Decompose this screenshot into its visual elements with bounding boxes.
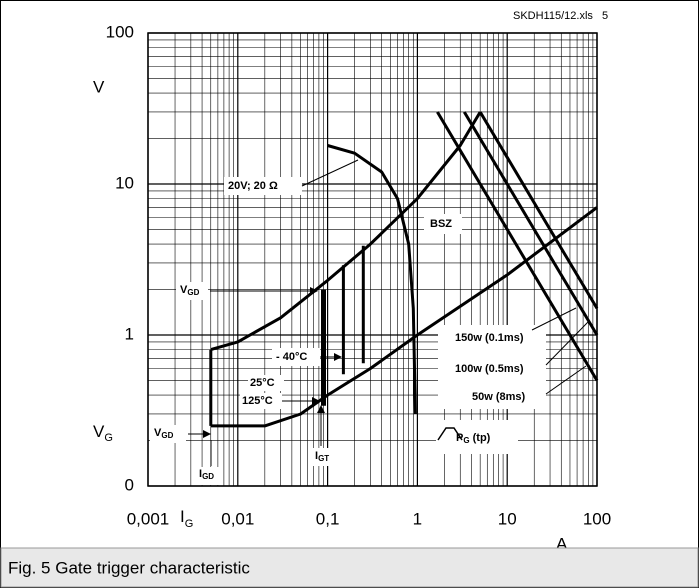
- curve: [436, 111, 599, 382]
- igd-text: I: [199, 468, 202, 480]
- y-label-sub: G: [104, 432, 113, 444]
- arrow: [301, 159, 359, 187]
- vgd-label: VGD: [154, 427, 174, 440]
- label-bg: [248, 375, 284, 391]
- arrow-head: [317, 405, 325, 413]
- pg-tail: (tp): [470, 432, 491, 444]
- igd-label: IGD: [199, 468, 214, 481]
- x-label-sub: G: [185, 518, 194, 530]
- arrow-head: [310, 287, 318, 295]
- curve: [210, 111, 482, 352]
- y-tick-label: 0: [125, 475, 134, 494]
- power-label: 150w (0.1ms): [455, 332, 524, 344]
- power-label: 50w (8ms): [472, 391, 526, 403]
- curve: [327, 144, 417, 415]
- igt-label: IGT: [315, 450, 329, 463]
- label-bg: [240, 393, 282, 409]
- x-tick-label: 0,01: [221, 509, 254, 528]
- igt-sub: GT: [318, 454, 329, 463]
- plot-frame: [147, 32, 598, 487]
- x-tick-label: 0,001: [127, 509, 170, 528]
- label-bg: [150, 425, 186, 443]
- igd-sub: GD: [202, 472, 214, 481]
- curves: [209, 111, 599, 428]
- curve: [210, 206, 598, 428]
- page-number: 5: [602, 10, 608, 22]
- y-tick-label: 100: [106, 22, 134, 41]
- y-tick-label: 1: [125, 324, 134, 343]
- caption: Fig. 5 Gate trigger characteristic: [8, 558, 250, 577]
- curve: [463, 111, 599, 336]
- bsz-label: BSZ: [430, 218, 452, 230]
- vgd-text: V: [180, 284, 188, 296]
- x-tick-label: 100: [583, 509, 611, 528]
- arrow: [545, 365, 587, 395]
- label-bg: [436, 420, 518, 454]
- igt-text: I: [315, 450, 318, 462]
- arrow-head: [312, 397, 320, 405]
- pulse-icon: [437, 427, 463, 441]
- load-line-label: 20V; 20 Ω: [228, 180, 278, 192]
- vgd-sub: GD: [187, 288, 199, 297]
- x-label-text: I: [180, 507, 185, 526]
- pg-label: PG (tp): [456, 432, 491, 445]
- y-label: VG: [93, 422, 113, 443]
- arrow-head: [334, 353, 342, 361]
- label-bg: [424, 214, 462, 234]
- x-label: IG: [180, 507, 193, 529]
- power-label: 100w (0.5ms): [455, 363, 524, 375]
- x-tick-label: 0,1: [316, 509, 340, 528]
- label-bg: [312, 448, 336, 466]
- x-tick-label: 10: [498, 509, 517, 528]
- x-tick-label: 1: [413, 509, 422, 528]
- temp-label: 125°C: [242, 395, 273, 407]
- label-bg: [196, 467, 220, 485]
- label-bg: [176, 282, 208, 300]
- vgd-text: V: [154, 427, 162, 439]
- y-unit-label: V: [93, 77, 105, 96]
- label-bg: [438, 325, 546, 409]
- label-bg: [224, 177, 302, 195]
- y-label-text: V: [93, 422, 105, 441]
- vgd-sub: GD: [161, 431, 173, 440]
- pg-sub: G: [463, 436, 469, 445]
- y-tick-label: 10: [115, 173, 134, 192]
- arrow-head: [203, 430, 211, 438]
- pg-text: P: [456, 432, 463, 444]
- vgd-label: VGD: [180, 284, 200, 297]
- caption-bar: [0, 547, 699, 588]
- arrow: [545, 321, 589, 366]
- temp-label: 25°C: [250, 377, 275, 389]
- temp-label: - 40°C: [276, 351, 307, 363]
- curve: [478, 111, 599, 310]
- arrow: [531, 307, 577, 331]
- label-bg: [272, 348, 320, 366]
- file-label: SKDH115/12.xls: [513, 10, 593, 22]
- annotations: 20V; 20 Ω BSZ VGD - 40°C 25°C 125°C VGD …: [150, 159, 589, 485]
